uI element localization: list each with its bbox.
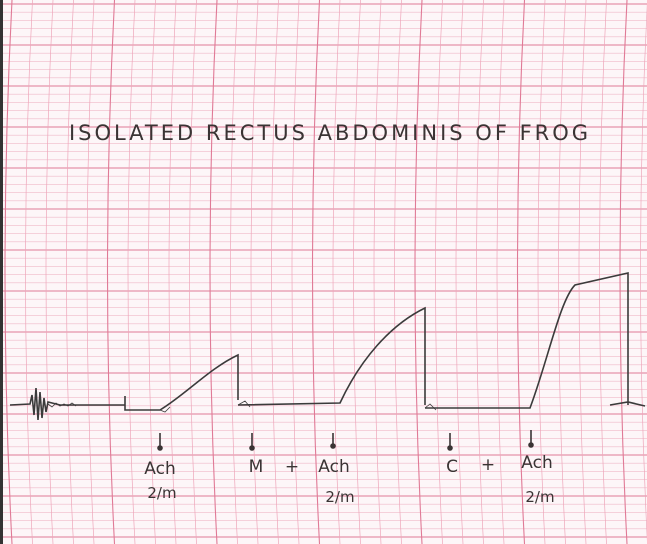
grid-arc xyxy=(271,0,279,544)
grid-arc xyxy=(435,0,443,544)
dose-label: 2/m xyxy=(525,488,554,506)
paper-edge xyxy=(0,0,3,544)
grid-arc xyxy=(4,0,13,544)
grid-arc xyxy=(537,0,546,544)
grid-arc xyxy=(106,0,116,544)
grid-arc xyxy=(86,0,95,544)
grid-arc xyxy=(476,0,484,544)
grid-arc xyxy=(558,0,566,544)
grid-arc xyxy=(311,0,321,544)
title: ISOLATED RECTUS ABDOMINIS OF FROG xyxy=(69,121,591,145)
grid-arc xyxy=(127,0,136,544)
grid-arc xyxy=(168,0,177,544)
grid-arc xyxy=(394,0,402,544)
pre-label: M xyxy=(249,457,264,477)
arrows xyxy=(157,430,534,451)
grid-arc xyxy=(599,0,607,544)
grid-arc xyxy=(148,0,156,544)
grid-arc xyxy=(353,0,361,544)
agent-label: Ach xyxy=(521,453,552,473)
grid-arc xyxy=(25,0,33,544)
agent-label: Ach xyxy=(144,459,175,479)
dose-label: 2/m xyxy=(325,488,354,506)
plus-label: + xyxy=(481,455,495,475)
grid-arc xyxy=(619,0,628,544)
trace-noise xyxy=(47,400,437,413)
pre-label: C xyxy=(446,457,458,477)
grid-arc xyxy=(373,0,382,544)
grid-arc xyxy=(291,0,300,544)
grid-arc xyxy=(209,0,218,544)
grid-arc xyxy=(66,0,74,544)
grid-arc xyxy=(45,0,54,544)
grid-arc xyxy=(332,0,341,544)
plus-label: + xyxy=(285,457,299,477)
grid-arc xyxy=(578,0,587,544)
grid-arc xyxy=(640,3,647,541)
grid-arc xyxy=(250,0,259,544)
grid-arc xyxy=(516,0,526,544)
grid-arc xyxy=(455,0,464,544)
grid-arc xyxy=(414,0,423,544)
agent-label: Ach xyxy=(318,457,349,477)
dose-label: 2/m xyxy=(147,484,176,502)
grid-arc xyxy=(230,0,238,544)
trace xyxy=(9,271,646,421)
grid-arc xyxy=(496,0,505,544)
grid-arc xyxy=(189,0,197,544)
